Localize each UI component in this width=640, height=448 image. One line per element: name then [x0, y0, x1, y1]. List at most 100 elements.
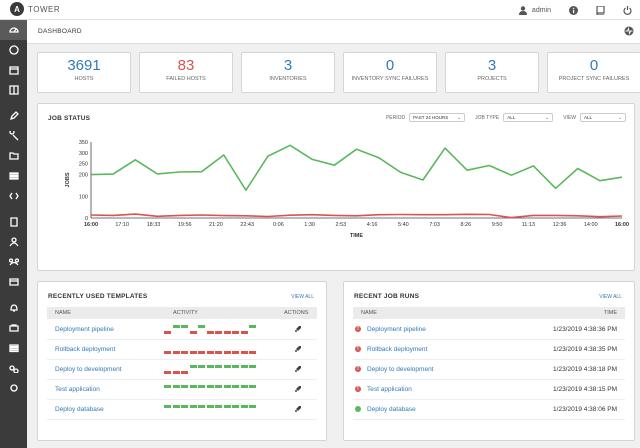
job-link[interactable]: Rollback deployment [367, 346, 428, 353]
activity-failed-bar[interactable] [232, 351, 239, 354]
launch-button[interactable] [294, 385, 302, 395]
sidebar-item-portal[interactable] [0, 80, 27, 100]
series-line-0[interactable] [90, 144, 623, 192]
count-card-hosts[interactable]: 3691 HOSTS [37, 52, 131, 93]
activity-failed-bar[interactable] [189, 331, 197, 334]
launch-button[interactable] [294, 345, 302, 355]
activity-success-bar[interactable] [240, 405, 248, 408]
activity-success-bar[interactable] [198, 405, 205, 408]
count-card-inventories[interactable]: 3 INVENTORIES [241, 52, 335, 93]
activity-failed-bar[interactable] [223, 331, 231, 334]
activity-success-bar[interactable] [198, 325, 205, 328]
activity-success-bar[interactable] [215, 405, 222, 408]
activity-failed-bar[interactable] [164, 331, 171, 334]
sidebar-item-notifications[interactable] [0, 298, 27, 318]
sidebar-item-inventories[interactable] [0, 166, 27, 186]
activity-stream-button[interactable] [624, 26, 634, 38]
count-card-failed-hosts[interactable]: 83 FAILED HOSTS [139, 52, 233, 93]
activity-failed-bar[interactable] [198, 351, 205, 354]
launch-button[interactable] [294, 325, 302, 335]
sidebar-item-applications[interactable] [0, 358, 27, 378]
activity-failed-bar[interactable] [215, 351, 222, 354]
activity-failed-bar[interactable] [206, 331, 214, 334]
sidebar-item-organizations[interactable] [0, 212, 27, 232]
activity-success-bar[interactable] [164, 385, 171, 388]
activity-failed-bar[interactable] [164, 351, 171, 354]
activity-failed-bar[interactable] [181, 351, 188, 354]
activity-failed-bar[interactable] [232, 331, 239, 334]
activity-success-bar[interactable] [181, 385, 188, 388]
activity-success-bar[interactable] [223, 405, 231, 408]
job-link[interactable]: Deployment pipeline [367, 326, 426, 333]
launch-button[interactable] [294, 365, 302, 375]
sidebar-item-projects[interactable] [0, 146, 27, 166]
user-menu[interactable]: admin [518, 5, 551, 15]
activity-failed-bar[interactable] [181, 371, 188, 374]
sidebar-item-teams[interactable] [0, 252, 27, 272]
job-link[interactable]: Test application [367, 386, 412, 393]
template-link[interactable]: Deploy database [55, 406, 104, 413]
template-link[interactable]: Deploy to development [55, 366, 122, 373]
sidebar-item-schedules[interactable] [0, 60, 27, 80]
logout-button[interactable] [623, 5, 632, 15]
sidebar-item-settings[interactable] [0, 378, 27, 398]
activity-success-bar[interactable] [223, 385, 231, 388]
activity-success-bar[interactable] [206, 385, 214, 388]
view-select[interactable]: ALL ⌄ [580, 113, 626, 122]
activity-success-bar[interactable] [232, 405, 239, 408]
job-runs-view-all-link[interactable]: VIEW ALL [599, 294, 622, 300]
activity-success-bar[interactable] [189, 365, 197, 368]
job-type-select[interactable]: ALL ⌄ [503, 113, 554, 122]
count-card-inventory-sync-failures[interactable]: 0 INVENTORY SYNC FAILURES [343, 52, 437, 93]
activity-success-bar[interactable] [172, 325, 180, 328]
template-link[interactable]: Rollback deployment [55, 346, 116, 353]
activity-failed-bar[interactable] [249, 351, 256, 354]
activity-success-bar[interactable] [215, 385, 222, 388]
sidebar-item-jobs[interactable] [0, 40, 27, 60]
activity-failed-bar[interactable] [215, 331, 222, 334]
job-link[interactable]: Deploy database [367, 406, 416, 413]
period-select[interactable]: PAST 24 HOURS ⌄ [409, 113, 466, 122]
docs-button[interactable] [596, 5, 605, 15]
count-card-project-sync-failures[interactable]: 0 PROJECT SYNC FAILURES [547, 52, 640, 93]
template-link[interactable]: Test application [55, 386, 100, 393]
sidebar-item-dashboard[interactable] [0, 20, 27, 40]
activity-success-bar[interactable] [249, 325, 256, 328]
activity-success-bar[interactable] [215, 365, 222, 368]
activity-success-bar[interactable] [206, 405, 214, 408]
activity-success-bar[interactable] [206, 365, 214, 368]
sidebar-item-templates[interactable] [0, 106, 27, 126]
activity-success-bar[interactable] [232, 365, 239, 368]
sidebar-item-instance-groups[interactable] [0, 338, 27, 358]
series-line-1[interactable] [90, 213, 623, 219]
sidebar-item-management-jobs[interactable] [0, 318, 27, 338]
activity-success-bar[interactable] [181, 325, 188, 328]
about-button[interactable] [569, 5, 578, 15]
template-link[interactable]: Deployment pipeline [55, 326, 114, 333]
sidebar-item-users[interactable] [0, 232, 27, 252]
activity-success-bar[interactable] [181, 405, 188, 408]
activity-success-bar[interactable] [189, 405, 197, 408]
sidebar-item-credentials[interactable] [0, 126, 27, 146]
activity-failed-bar[interactable] [172, 351, 180, 354]
count-card-projects[interactable]: 3 PROJECTS [445, 52, 539, 93]
launch-button[interactable] [294, 405, 302, 415]
activity-success-bar[interactable] [198, 385, 205, 388]
templates-view-all-link[interactable]: VIEW ALL [291, 294, 314, 300]
activity-success-bar[interactable] [164, 405, 171, 408]
activity-success-bar[interactable] [240, 385, 248, 388]
activity-success-bar[interactable] [249, 365, 256, 368]
sidebar-item-credential-types[interactable] [0, 272, 27, 292]
job-link[interactable]: Deploy to development [367, 366, 434, 373]
activity-failed-bar[interactable] [206, 351, 214, 354]
activity-success-bar[interactable] [198, 365, 205, 368]
activity-failed-bar[interactable] [164, 371, 171, 374]
activity-failed-bar[interactable] [240, 351, 248, 354]
activity-failed-bar[interactable] [223, 351, 231, 354]
activity-success-bar[interactable] [249, 385, 256, 388]
app-logo[interactable]: A TOWER [10, 2, 60, 16]
activity-success-bar[interactable] [172, 385, 180, 388]
activity-success-bar[interactable] [240, 365, 248, 368]
activity-success-bar[interactable] [172, 405, 180, 408]
activity-failed-bar[interactable] [240, 331, 248, 334]
